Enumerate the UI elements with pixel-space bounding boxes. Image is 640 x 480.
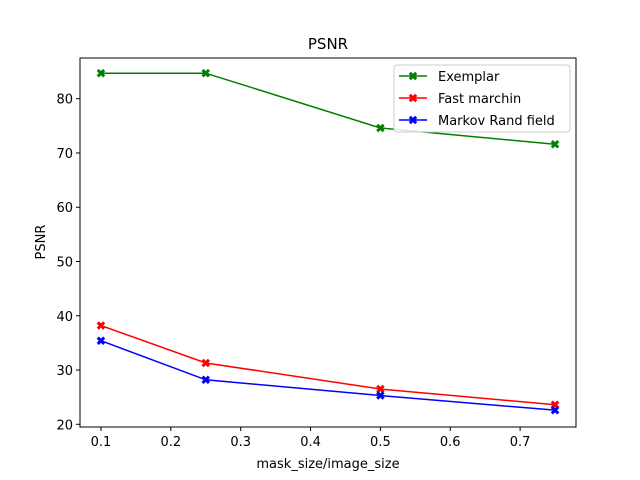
x-tick-label: 0.5 <box>370 435 391 450</box>
y-tick-label: 60 <box>56 201 73 216</box>
y-tick-label: 20 <box>56 418 73 433</box>
data-point <box>96 321 106 330</box>
y-tick-label: 40 <box>56 310 73 325</box>
series-1 <box>96 321 560 410</box>
legend-marker <box>408 71 418 81</box>
data-point <box>376 123 385 133</box>
data-point <box>201 358 211 368</box>
x-axis-title: mask_size/image_size <box>256 457 399 472</box>
y-axis-title: PSNR <box>34 225 49 260</box>
data-point <box>376 384 385 394</box>
legend-label: Exemplar <box>438 70 500 85</box>
y-tick-label: 50 <box>56 255 73 270</box>
legend-label: Fast marchin <box>438 92 521 107</box>
legend-marker <box>408 115 418 125</box>
legend-entry: Exemplar <box>399 70 500 85</box>
data-point <box>550 405 560 415</box>
data-point <box>550 140 560 149</box>
series-line <box>100 340 556 411</box>
series-2 <box>96 336 560 415</box>
y-tick-label: 30 <box>56 364 73 379</box>
data-point <box>376 391 385 400</box>
legend-entry: Fast marchin <box>399 92 521 107</box>
y-tick-label: 70 <box>56 147 73 162</box>
series-line <box>100 72 556 146</box>
series-0 <box>96 68 560 149</box>
y-tick-label: 80 <box>56 93 73 108</box>
plot-area <box>96 68 560 415</box>
x-tick-label: 0.3 <box>230 435 251 450</box>
data-point <box>96 336 106 345</box>
plot-frame <box>79 57 577 428</box>
axes-ticks: 0.1 0.2 0.3 0.4 0.5 0.6 0.7 20 30 40 50 60 70 80 <box>56 93 530 450</box>
x-tick-label: 0.4 <box>300 435 321 450</box>
legend-box <box>393 64 571 133</box>
data-point <box>201 375 211 385</box>
legend-entry: Markov Rand field <box>399 114 555 129</box>
data-point <box>201 68 211 78</box>
x-tick-label: 0.6 <box>440 435 461 450</box>
x-tick-label: 0.1 <box>91 435 112 450</box>
x-tick-label: 0.2 <box>160 435 181 450</box>
data-point <box>96 68 106 78</box>
chart-title: PSNR <box>308 35 348 53</box>
series-line <box>100 324 556 406</box>
legend: Exemplar Fast marchin Markov Rand field <box>393 64 571 133</box>
legend-marker <box>408 93 418 103</box>
legend-label: Markov Rand field <box>438 114 555 129</box>
x-tick-label: 0.7 <box>510 435 531 450</box>
